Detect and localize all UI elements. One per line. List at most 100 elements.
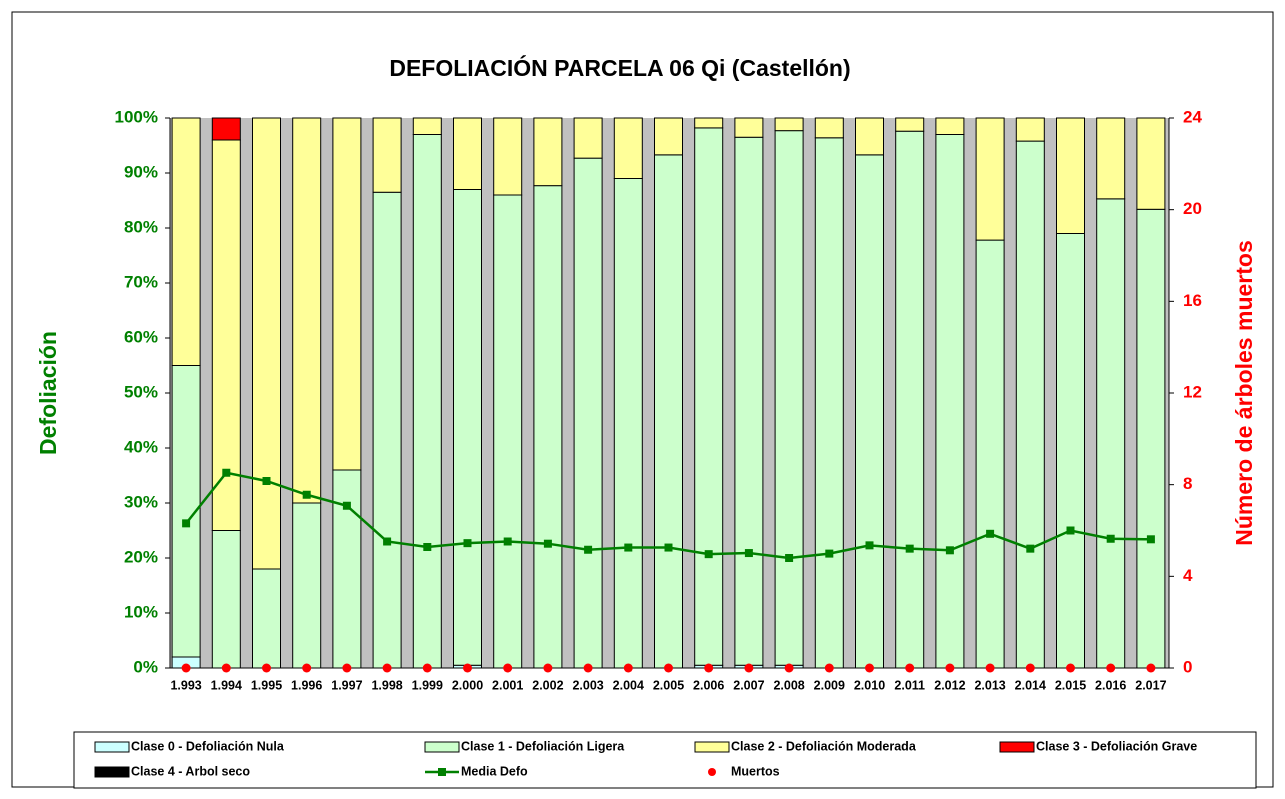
bar-segment bbox=[814, 137, 844, 669]
scatter-point bbox=[1146, 663, 1156, 673]
bar-segment bbox=[453, 189, 482, 666]
line-marker bbox=[905, 544, 914, 553]
bar-segment bbox=[1015, 140, 1045, 669]
legend-swatch bbox=[94, 741, 130, 753]
line-marker bbox=[945, 546, 954, 555]
x-tick-label: 1.993 bbox=[170, 678, 201, 692]
y-tick-label: 10% bbox=[124, 602, 158, 621]
bar-segment bbox=[412, 134, 442, 669]
bar-segment bbox=[332, 469, 362, 669]
line-marker bbox=[543, 539, 552, 548]
bar-segment bbox=[694, 117, 724, 129]
y2-tick-label: 16 bbox=[1183, 291, 1202, 310]
scatter-point bbox=[382, 663, 392, 673]
line-marker bbox=[503, 537, 512, 546]
line-marker bbox=[825, 549, 834, 558]
line-marker bbox=[704, 550, 713, 559]
bar-segment bbox=[895, 117, 925, 132]
x-tick-label: 1.995 bbox=[251, 678, 282, 692]
y-tick-label: 70% bbox=[124, 272, 158, 291]
scatter-point bbox=[664, 663, 673, 673]
bar-segment bbox=[975, 117, 1005, 241]
y-tick-label: 90% bbox=[124, 162, 158, 181]
y-tick-label: 20% bbox=[124, 547, 158, 566]
line-marker bbox=[865, 541, 874, 550]
legend-label: Clase 3 - Defoliación Grave bbox=[1036, 739, 1197, 753]
bar-segment bbox=[1015, 117, 1045, 142]
bar-segment bbox=[412, 117, 442, 135]
line-marker bbox=[664, 543, 673, 552]
scatter-point bbox=[1066, 663, 1075, 673]
scatter-point bbox=[1025, 663, 1035, 673]
y-tick-label: 30% bbox=[124, 492, 158, 511]
legend-label: Media Defo bbox=[461, 764, 528, 778]
x-tick-label: 2.001 bbox=[492, 678, 523, 692]
chart-title: DEFOLIACIÓN PARCELA 06 Qi (Castellón) bbox=[389, 54, 850, 81]
x-tick-label: 2.000 bbox=[452, 678, 483, 692]
bar-segment bbox=[332, 117, 362, 471]
x-tick-label: 2.014 bbox=[1015, 678, 1046, 692]
bar-segment bbox=[935, 117, 965, 135]
y-tick-label: 0% bbox=[133, 657, 158, 676]
x-tick-label: 2.016 bbox=[1095, 678, 1126, 692]
bar-segment bbox=[372, 117, 402, 193]
x-tick-label: 1.996 bbox=[291, 678, 322, 692]
bar-segment bbox=[1056, 117, 1085, 234]
scatter-point bbox=[824, 663, 834, 673]
scatter-point bbox=[181, 663, 191, 673]
bar-segment bbox=[1136, 117, 1166, 210]
y2-tick-label: 4 bbox=[1183, 566, 1193, 585]
bar-segment bbox=[533, 185, 563, 669]
x-tick-label: 2.005 bbox=[653, 678, 684, 692]
x-tick-label: 2.011 bbox=[894, 678, 925, 692]
y-axis-label: Defoliación bbox=[35, 331, 61, 455]
scatter-point bbox=[583, 663, 593, 673]
x-tick-label: 2.009 bbox=[814, 678, 845, 692]
bar-segment bbox=[1096, 198, 1126, 669]
line-marker bbox=[302, 490, 311, 499]
scatter-point bbox=[623, 663, 633, 673]
y2-tick-label: 12 bbox=[1183, 382, 1202, 401]
line-marker bbox=[463, 539, 472, 548]
legend-swatch bbox=[999, 741, 1035, 753]
bar-segment bbox=[654, 117, 683, 156]
y-tick-label: 80% bbox=[124, 217, 158, 236]
y-tick-label: 60% bbox=[124, 327, 158, 346]
bar-segment bbox=[613, 178, 643, 669]
line-marker bbox=[222, 468, 231, 477]
legend-label: Clase 4 - Arbol seco bbox=[131, 764, 250, 778]
y-tick-label: 50% bbox=[124, 382, 158, 401]
x-tick-label: 1.994 bbox=[211, 678, 242, 692]
legend-marker bbox=[438, 768, 446, 776]
scatter-point bbox=[422, 663, 432, 673]
legend-box bbox=[73, 731, 1257, 789]
legend-swatch bbox=[424, 741, 460, 753]
bar-segment bbox=[493, 194, 523, 669]
bar-segment bbox=[372, 191, 402, 669]
bar-segment bbox=[734, 136, 764, 666]
scatter-point bbox=[945, 663, 955, 673]
line-marker bbox=[182, 519, 191, 528]
scatter-point bbox=[503, 663, 513, 673]
bar-segment bbox=[252, 568, 281, 669]
line-marker bbox=[383, 537, 392, 546]
bar-segment bbox=[493, 117, 523, 196]
x-tick-label: 2.007 bbox=[733, 678, 764, 692]
bar-segment bbox=[453, 117, 482, 190]
bar-segment bbox=[292, 502, 322, 669]
bar-segment bbox=[211, 139, 241, 531]
scatter-point bbox=[985, 663, 995, 673]
bar-segment bbox=[774, 130, 804, 666]
bar-segment bbox=[1136, 208, 1166, 669]
bar-segment bbox=[895, 130, 925, 669]
bar-segment bbox=[171, 117, 201, 366]
y-tick-label: 100% bbox=[115, 107, 158, 126]
bar-segment bbox=[211, 117, 241, 141]
bar-segment bbox=[694, 127, 724, 666]
line-marker bbox=[1146, 535, 1155, 544]
bar-segment bbox=[211, 530, 241, 669]
bar-segment bbox=[734, 117, 764, 138]
bar-segment bbox=[573, 117, 603, 159]
bar-segment bbox=[292, 117, 322, 504]
